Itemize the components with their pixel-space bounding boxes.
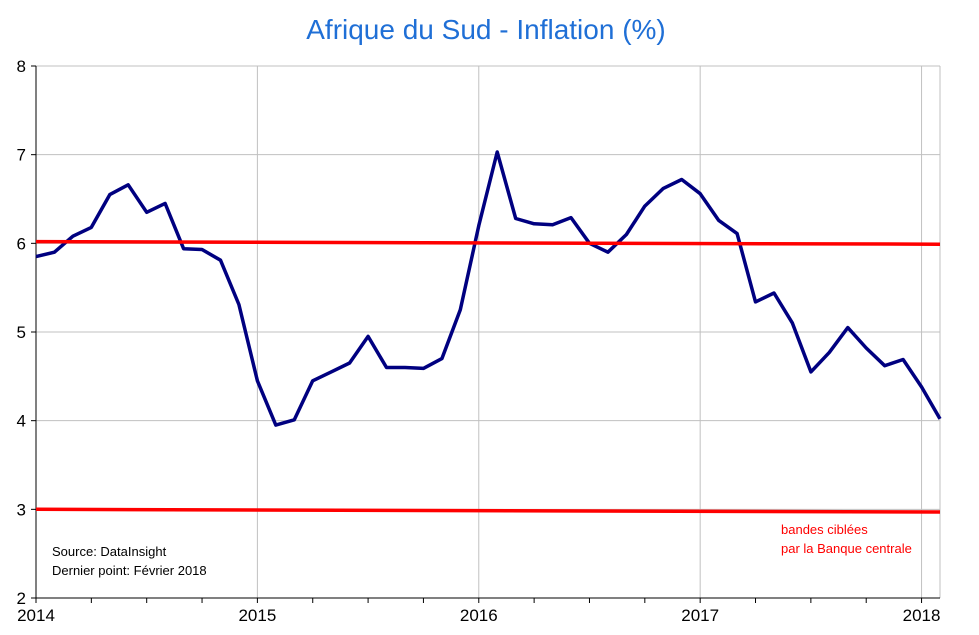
y-tick-label: 2 xyxy=(17,589,26,608)
y-tick-label: 7 xyxy=(17,146,26,165)
inflation-line xyxy=(35,150,942,427)
last-point-note: Dernier point: Février 2018 xyxy=(52,563,207,578)
y-tick-label: 3 xyxy=(17,500,26,519)
series-lines xyxy=(35,150,942,514)
chart-title: Afrique du Sud - Inflation (%) xyxy=(306,14,666,45)
x-tick-labels: 2014 2015 2016 2017 2018 xyxy=(17,606,940,625)
x-tick-label: 2017 xyxy=(681,606,719,625)
x-tick-label: 2016 xyxy=(460,606,498,625)
y-tick-label: 8 xyxy=(17,57,26,76)
upper-target-band-line xyxy=(35,239,941,246)
y-tick-labels: 2 3 4 5 6 7 8 xyxy=(17,57,26,608)
lower-target-band-line xyxy=(35,507,941,514)
x-tick-label: 2015 xyxy=(238,606,276,625)
target-bands-annotation-line1: bandes ciblées xyxy=(781,522,868,537)
y-tick-label: 4 xyxy=(17,412,26,431)
x-tick-label: 2018 xyxy=(903,606,941,625)
gridlines xyxy=(36,65,941,599)
y-tick-label: 5 xyxy=(17,323,26,342)
y-tick-label: 6 xyxy=(17,234,26,253)
x-tick-label: 2014 xyxy=(17,606,55,625)
source-note: Source: DataInsight xyxy=(52,544,167,559)
target-bands-annotation-line2: par la Banque centrale xyxy=(781,541,912,556)
